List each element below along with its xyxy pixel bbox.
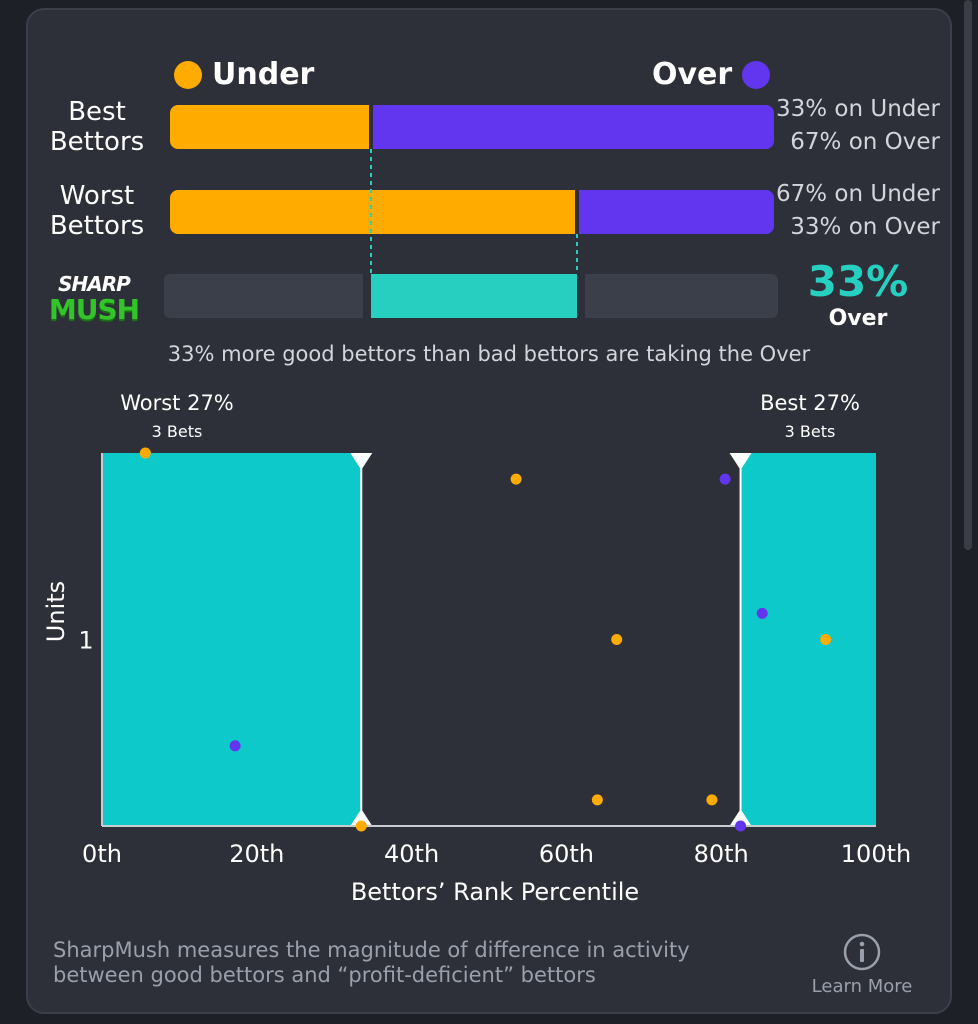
logo-mush-text: MUSH — [48, 293, 140, 326]
worst-bettors-over-segment — [579, 190, 774, 234]
learn-more-label: Learn More — [811, 976, 913, 997]
scatter-chart: Worst 27% 3 Bets Best 27% 3 Bets 0th 20th 40th… — [42, 391, 911, 906]
footer-line1: SharpMush measures the magnitude of diff… — [53, 938, 690, 962]
best-bettors-label: Best Bettors — [37, 97, 157, 157]
over-legend-label: Over — [652, 57, 733, 92]
sharpmush-side: Over — [828, 306, 888, 331]
best-bettors-label-line1: Best — [68, 97, 126, 127]
region-title-1: Best 27% — [760, 391, 860, 415]
region-0 — [102, 453, 362, 826]
region-marker-bottom-1 — [729, 809, 752, 826]
sharpmush-diff-fill — [371, 274, 577, 318]
best-bettors-over-segment — [373, 105, 774, 149]
connector-lines — [370, 149, 578, 274]
logo-sharp-text: SHARP — [58, 272, 131, 296]
region-marker-bottom-0 — [350, 809, 373, 826]
x-tick-label-1: 20th — [229, 840, 284, 868]
over-legend-dot — [742, 61, 770, 89]
info-icon — [843, 933, 881, 971]
point-under-2 — [611, 634, 623, 645]
region-marker-top-0 — [350, 453, 373, 470]
point-over-1 — [719, 473, 731, 485]
best-under-pct-text: 33% on Under — [775, 96, 940, 122]
x-tick-label-2: 40th — [384, 840, 439, 868]
x-axis-label: Bettors’ Rank Percentile — [351, 878, 639, 906]
best-bettors-pct: 33% on Under 67% on Over — [760, 93, 940, 159]
scrollbar[interactable] — [964, 0, 972, 550]
x-tick-label-4: 80th — [694, 840, 749, 868]
best-bettors-bar — [170, 105, 774, 149]
worst-bettors-pct: 67% on Under 33% on Over — [760, 178, 940, 244]
x-tick-label-5: 100th — [841, 840, 911, 868]
x-tick-label-0: 0th — [82, 840, 122, 868]
sharpmush-gap-right — [577, 274, 585, 318]
point-under-4 — [706, 794, 718, 806]
sharpmush-logo: SHARP MUSH — [36, 272, 152, 324]
region-subtitle-1: 3 Bets — [785, 422, 836, 441]
region-subtitle-0: 3 Bets — [152, 422, 203, 441]
x-tick-label-3: 60th — [539, 840, 594, 868]
worst-bettors-bar — [170, 190, 774, 234]
point-over-3 — [735, 820, 747, 832]
worst-bettors-label-line1: Worst — [59, 181, 135, 211]
worst-bettors-label-line2: Bettors — [49, 211, 145, 241]
worst-bettors-label: Worst Bettors — [37, 181, 157, 241]
y-tick-label-0: 1 — [78, 627, 93, 655]
best-bettors-label-line2: Bettors — [49, 127, 145, 157]
footer-line2: between good bettors and “profit-deficie… — [53, 963, 596, 987]
point-under-0 — [139, 447, 151, 459]
region-1 — [740, 453, 876, 826]
point-under-5 — [820, 634, 832, 645]
sharpmush-gap-left — [363, 274, 371, 318]
point-under-1 — [510, 473, 522, 485]
under-legend-label: Under — [212, 57, 315, 92]
region-marker-top-1 — [729, 453, 752, 470]
point-over-0 — [229, 740, 241, 752]
region-title-0: Worst 27% — [120, 391, 234, 415]
under-legend-dot — [174, 61, 202, 89]
best-over-pct-text: 67% on Over — [790, 129, 940, 155]
sharpmush-caption: 33% more good bettors than bad bettors a… — [167, 342, 811, 366]
point-under-3 — [591, 794, 603, 806]
learn-more-button[interactable]: Learn More — [806, 932, 918, 997]
point-under-6 — [355, 820, 367, 832]
sharpmush-value: 33% — [807, 257, 909, 306]
worst-under-pct-text: 67% on Under — [775, 181, 940, 207]
point-over-2 — [756, 607, 768, 619]
footer-description: SharpMush measures the magnitude of diff… — [53, 938, 793, 988]
y-axis-label: Units — [42, 581, 70, 642]
worst-bettors-under-segment — [170, 190, 575, 234]
best-bettors-under-segment — [170, 105, 369, 149]
worst-over-pct-text: 33% on Over — [790, 214, 940, 240]
